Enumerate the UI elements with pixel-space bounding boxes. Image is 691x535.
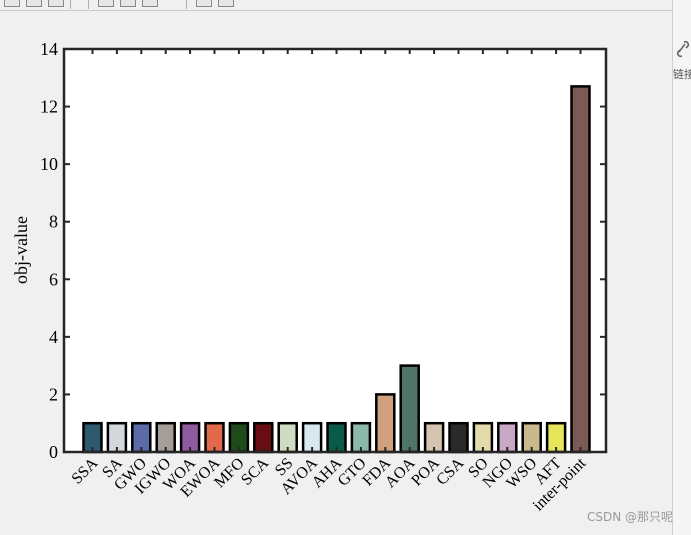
y-tick-label: 8 [49,212,58,232]
toolbar-button-brush[interactable] [218,0,234,7]
bars-group [82,85,591,454]
bar-fda [375,393,396,454]
toolbar-button-open[interactable] [4,0,20,7]
toolbar-button-datacursor[interactable] [196,0,212,7]
toolbar-button-zoom[interactable] [98,0,114,7]
bar-aoa [399,364,420,454]
y-tick-label: 10 [40,154,58,174]
toolbar-button-rotate[interactable] [142,0,158,7]
figure-toolbar [0,0,672,11]
y-tick-label: 2 [49,384,58,404]
toolbar-button-save[interactable] [26,0,42,7]
x-tick-label: SSA [69,454,102,487]
plot-area [64,49,606,452]
toolbar-separator [88,0,89,9]
x-tick-label: CSA [433,454,467,488]
plot-frame [62,47,608,454]
y-tick-label: 6 [49,269,58,289]
toolbar-button-pan[interactable] [120,0,136,7]
y-tick-label: 14 [40,39,58,59]
y-tick-labels: 0 2 4 6 8 10 12 14 [40,39,58,462]
y-tick-label: 4 [49,327,58,347]
toolbar-separator [186,0,187,9]
toolbar-button-print[interactable] [48,0,64,7]
x-tick-label: SCA [238,454,272,488]
y-axis-label: obj-value [11,216,31,284]
bar-inter-point [570,85,591,454]
watermark: CSDN @那只呢 [586,510,673,524]
link-icon[interactable] [675,38,691,60]
side-panel: 链接 [672,0,691,535]
y-tick-label: 0 [49,442,58,462]
y-tick-label: 12 [40,97,58,117]
toolbar-separator [70,0,71,9]
side-panel-label[interactable]: 链接 [673,68,691,81]
